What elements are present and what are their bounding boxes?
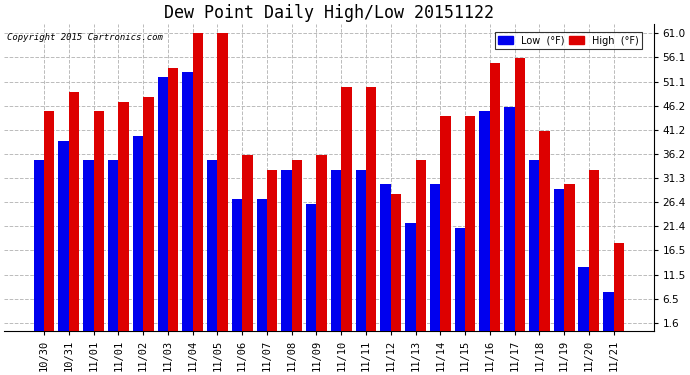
Bar bbox=[540, 131, 550, 330]
Bar bbox=[292, 160, 302, 330]
Bar bbox=[168, 68, 178, 330]
Bar bbox=[564, 184, 575, 330]
Bar bbox=[282, 170, 292, 330]
Text: Copyright 2015 Cartronics.com: Copyright 2015 Cartronics.com bbox=[8, 33, 164, 42]
Bar bbox=[380, 184, 391, 330]
Bar bbox=[143, 97, 154, 330]
Bar bbox=[529, 160, 540, 330]
Bar bbox=[119, 102, 129, 330]
Bar bbox=[331, 170, 342, 330]
Bar bbox=[182, 72, 193, 330]
Bar bbox=[242, 155, 253, 330]
Bar bbox=[44, 111, 55, 330]
Bar bbox=[366, 87, 377, 330]
Bar bbox=[193, 33, 203, 330]
Bar bbox=[207, 160, 217, 330]
Bar bbox=[504, 106, 515, 330]
Bar bbox=[217, 33, 228, 330]
Bar bbox=[455, 228, 465, 330]
Bar bbox=[440, 116, 451, 330]
Bar bbox=[415, 160, 426, 330]
Bar bbox=[342, 87, 352, 330]
Bar bbox=[317, 155, 327, 330]
Bar bbox=[34, 160, 44, 330]
Bar bbox=[69, 92, 79, 330]
Bar bbox=[132, 136, 143, 330]
Bar bbox=[355, 170, 366, 330]
Title: Dew Point Daily High/Low 20151122: Dew Point Daily High/Low 20151122 bbox=[164, 4, 494, 22]
Bar bbox=[430, 184, 440, 330]
Bar bbox=[515, 58, 525, 330]
Bar bbox=[306, 204, 317, 330]
Bar bbox=[490, 63, 500, 330]
Bar bbox=[59, 141, 69, 330]
Bar bbox=[94, 111, 104, 330]
Bar bbox=[578, 267, 589, 330]
Bar bbox=[232, 199, 242, 330]
Bar bbox=[267, 170, 277, 330]
Bar bbox=[108, 160, 119, 330]
Bar bbox=[257, 199, 267, 330]
Bar bbox=[405, 224, 415, 330]
Bar bbox=[589, 170, 600, 330]
Bar bbox=[480, 111, 490, 330]
Bar bbox=[391, 194, 401, 330]
Bar bbox=[465, 116, 475, 330]
Bar bbox=[157, 77, 168, 330]
Bar bbox=[603, 292, 613, 330]
Bar bbox=[83, 160, 94, 330]
Bar bbox=[553, 189, 564, 330]
Bar bbox=[613, 243, 624, 330]
Legend: Low  (°F), High  (°F): Low (°F), High (°F) bbox=[495, 32, 642, 50]
